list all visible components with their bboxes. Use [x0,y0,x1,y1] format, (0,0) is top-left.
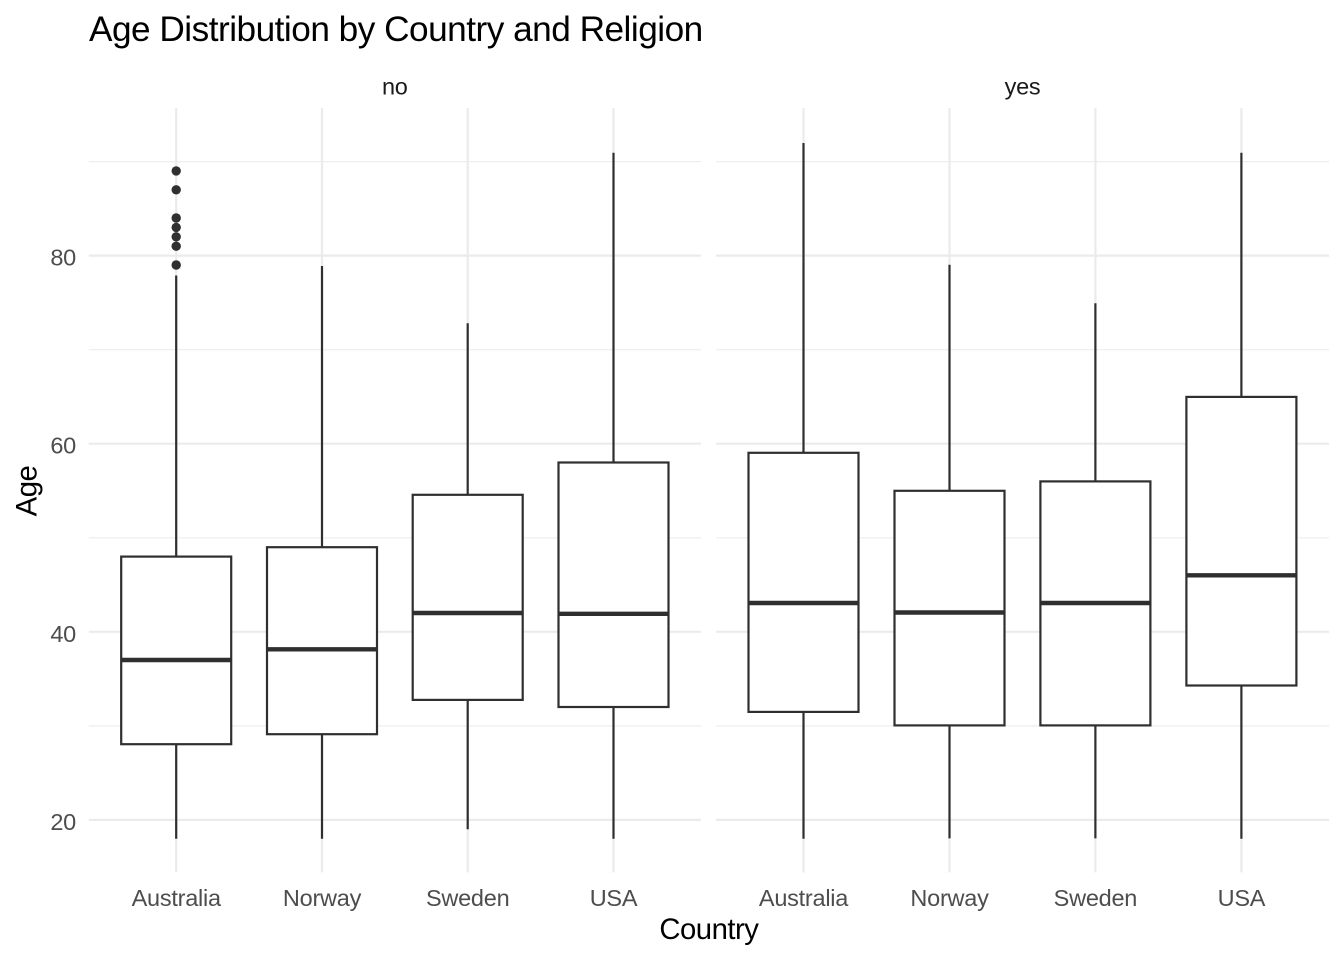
svg-text:yes: yes [1005,74,1041,100]
svg-text:60: 60 [50,433,76,459]
svg-text:40: 40 [50,621,76,647]
svg-text:Australia: Australia [759,885,849,911]
svg-text:Country: Country [659,913,759,946]
svg-text:no: no [382,74,408,100]
svg-text:Australia: Australia [132,885,222,911]
svg-text:USA: USA [1218,885,1266,911]
svg-text:Age: Age [10,466,43,517]
svg-text:USA: USA [590,885,638,911]
svg-text:Age Distribution by Country an: Age Distribution by Country and Religion [89,10,703,49]
svg-text:80: 80 [50,245,76,271]
svg-text:20: 20 [50,809,76,835]
svg-text:Sweden: Sweden [426,885,509,911]
svg-text:Sweden: Sweden [1054,885,1137,911]
svg-text:Norway: Norway [283,885,362,911]
svg-text:Norway: Norway [910,885,989,911]
